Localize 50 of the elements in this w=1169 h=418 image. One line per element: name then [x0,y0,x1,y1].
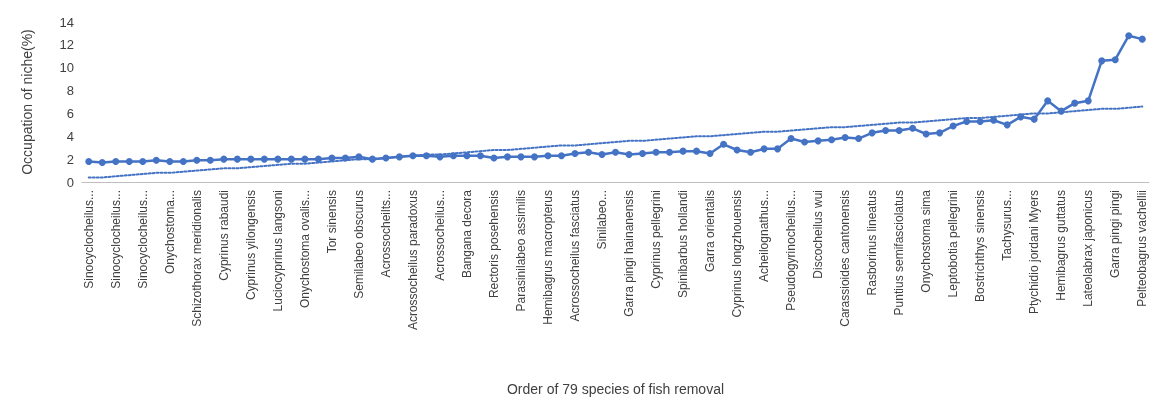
x-tick-label: Acheilognathus... [757,190,772,283]
x-axis-title: Order of 79 species of fish removal [506,381,725,397]
x-tick-label: Semilabeo obscurus [351,190,366,299]
x-tick-label: Bostrichthys sinensis [973,190,988,303]
x-tick-label: Cyprinus rabaudi [216,190,231,281]
y-tick-label: 12 [59,37,74,53]
x-tick-label: Sinocyclocheilus... [81,190,96,289]
x-tick-label: Sinilabeo... [594,190,609,250]
x-tick-label: Acrossocheilus paradoxus [405,190,420,331]
y-tick-label: 10 [59,60,74,76]
y-tick-label: 6 [66,105,74,121]
x-tick-label: Luciocyprinus langsoni [270,190,285,312]
x-tick-label: Spinibarbus hollandi [676,190,691,299]
x-tick-label: Garra pingi hainanensis [622,190,637,317]
x-tick-label: Cyprinus longzhouensis [730,190,745,318]
x-tick-label: Ptychidio jordani Myers [1027,190,1042,315]
x-tick-label: Bangana decora [459,189,474,279]
x-tick-label: Pseudogyrinocheilus... [784,190,799,311]
x-tick-label: Onychostoma ovalis... [297,190,312,309]
y-axis-title: Occupation of niche(%) [19,29,35,175]
x-tick-label: Tor sinensis [324,190,339,254]
x-tick-label: Hemibagrus macropterus [540,190,555,325]
x-tick-label: Carassioides cantonensis [838,190,853,327]
x-tick-label: Puntius semifasciolatus [892,190,907,316]
y-tick-label: 2 [66,151,74,167]
x-tick-label: Sinocyclocheilus... [108,190,123,289]
x-tick-label: Onychostoma... [162,190,177,275]
y-tick-label: 8 [66,83,74,99]
x-tick-label: Rasborinus lineatus [865,190,880,296]
x-tick-label: Cyprinus pellegrini [649,190,664,289]
x-tick-label: Lateolabrax japonicus [1081,190,1096,307]
x-tick-label: Discocheilus wui [811,190,826,279]
x-tick-label: Acrossocheilus... [432,190,447,281]
x-tick-label: Sinocyclocheilus... [135,190,150,289]
x-tick-label: Garra orientalis [703,190,718,273]
x-tick-label: Schizothorax meridionalis [189,190,204,327]
x-tick-label: Onychostoma sima [919,189,934,293]
x-tick-label: Acrossocheilus fasciatus [567,190,582,322]
y-tick-label: 4 [66,128,74,144]
x-tick-label: Tachysurus... [1000,190,1015,261]
x-tick-label: Parasinilabeo assimilis [513,190,528,312]
y-tick-label: 14 [59,14,74,30]
x-tick-label: Pelteobagrus vachellii [1135,190,1150,307]
x-tick-label: Leptobotia pellegrini [946,190,961,298]
x-tick-label: Rectoris posehensis [486,190,501,299]
x-tick-label: Cyprinus yilongensis [243,190,258,301]
x-tick-label: Garra pingi pingi [1108,190,1123,279]
x-tick-label: Hemibagrus guttatus [1054,190,1069,301]
x-tick-label: Acrossocheilts... [378,190,393,278]
y-tick-label: 0 [66,174,74,190]
